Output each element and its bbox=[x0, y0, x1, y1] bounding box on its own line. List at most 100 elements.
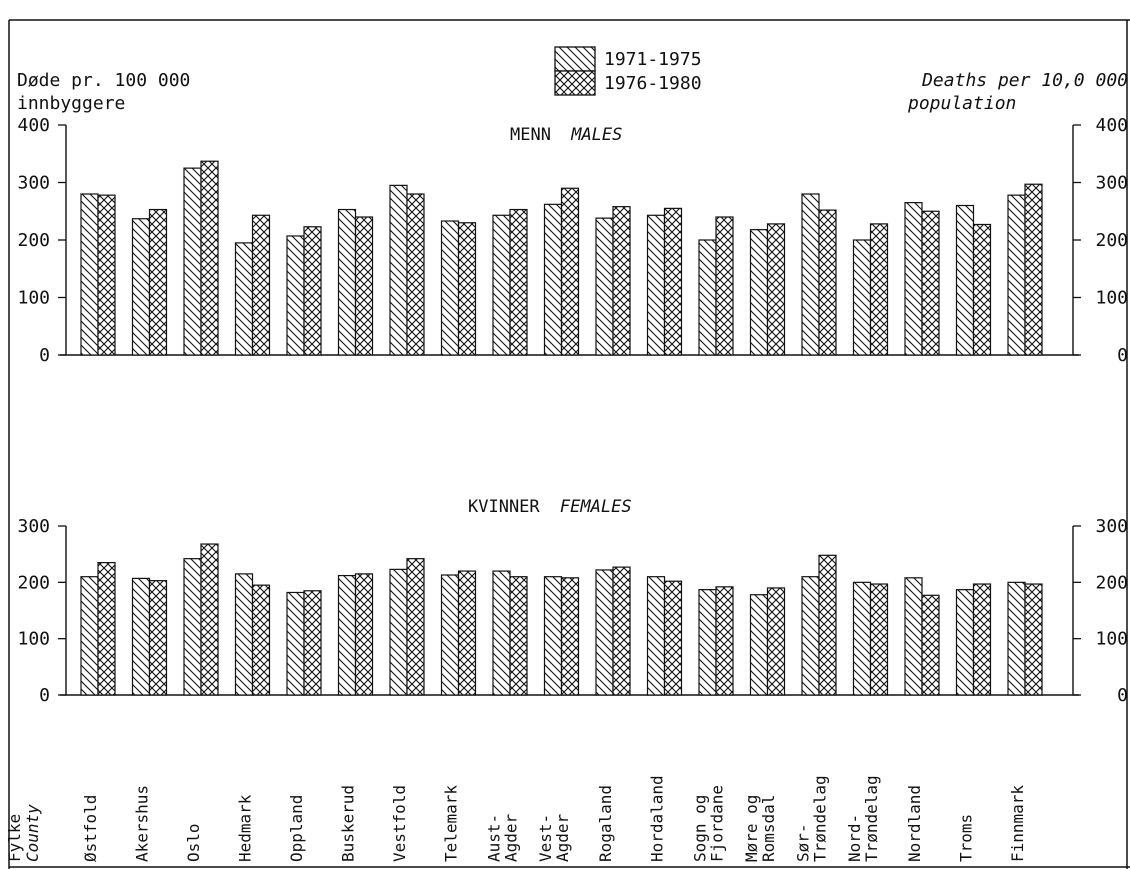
county-label: Trøndelag bbox=[862, 775, 881, 862]
females-bar-1976-1980-Møre og Romsdal bbox=[766, 587, 786, 696]
females-bar-1971-1975-Oppland bbox=[286, 591, 305, 696]
males-bar-1971-1975-Finnmark bbox=[1007, 194, 1026, 356]
males-bar-1971-1975-Oppland bbox=[286, 235, 305, 356]
males-bar-1971-1975-Rogaland bbox=[595, 217, 614, 356]
males-bar-1976-1980-Vestfold bbox=[406, 193, 425, 356]
county-label: Oppland bbox=[287, 795, 306, 862]
males-bar-1976-1980-Oppland bbox=[303, 226, 322, 356]
males-plot: 0 0 100 100 200 200 300 300 400 400 bbox=[17, 115, 1128, 366]
females-ytick-label-right: 300 bbox=[1095, 516, 1128, 537]
females-bar-1976-1980-Hedmark bbox=[251, 584, 271, 696]
females-bar-1971-1975-Oslo bbox=[183, 558, 202, 696]
males-bar-1971-1975-Buskerud bbox=[337, 208, 357, 356]
males-bar-1971-1975-Sogn og Fjordane bbox=[698, 239, 717, 356]
county-label: Finnmark bbox=[1008, 785, 1027, 862]
males-bar-1976-1980-Østfold bbox=[97, 194, 116, 356]
females-bar-1976-1980-Aust-Agder bbox=[509, 576, 528, 696]
legend-swatch-1971-1975 bbox=[554, 46, 596, 72]
males-ytick-label-left: 300 bbox=[17, 173, 50, 194]
ylabel-left-line-1: Døde pr. 100 000 bbox=[17, 70, 190, 91]
females-bar-1971-1975-Østfold bbox=[80, 576, 99, 696]
males-bar-1976-1980-Oslo bbox=[200, 160, 219, 356]
males-bar-1971-1975-Vest-Agder bbox=[543, 203, 563, 356]
males-bar-1976-1980-Rogaland bbox=[612, 206, 631, 356]
females-ytick-label-left: 300 bbox=[17, 516, 50, 537]
females-bar-1971-1975-Sogn og Fjordane bbox=[698, 589, 717, 696]
females-bar-1971-1975-Sør-Trøndelag bbox=[801, 576, 820, 696]
males-ytick-label-right: 100 bbox=[1095, 288, 1128, 309]
females-bar-1976-1980-Hordaland bbox=[663, 580, 683, 696]
county-label: Trøndelag bbox=[811, 775, 830, 862]
females-bar-1976-1980-Østfold bbox=[97, 562, 116, 696]
county-label: Buskerud bbox=[339, 785, 358, 862]
females-bar-1971-1975-Troms bbox=[955, 589, 975, 696]
county-label: Sør- bbox=[794, 823, 813, 862]
county-label: Østfold bbox=[81, 795, 100, 862]
females-bar-1971-1975-Vestfold bbox=[389, 568, 408, 696]
males-title-no: MENN bbox=[510, 125, 551, 145]
x-axis-caption: Fylke County bbox=[5, 804, 42, 862]
females-bar-1976-1980-Telemark bbox=[457, 570, 477, 696]
county-labels: Østfold Akershus Oslo Hedmark Oppland Buskeru… bbox=[81, 775, 1027, 862]
males-bar-1976-1980-Hordaland bbox=[663, 207, 683, 356]
females-bar-1976-1980-Nordland bbox=[921, 594, 940, 696]
females-ytick-label-left: 200 bbox=[17, 572, 50, 593]
county-label: Vestfold bbox=[390, 785, 409, 862]
county-label: Sogn og bbox=[691, 795, 710, 862]
females-bar-1971-1975-Vest-Agder bbox=[543, 576, 563, 696]
males-ytick-label-right: 300 bbox=[1095, 173, 1128, 194]
males-title-en: MALES bbox=[570, 125, 622, 145]
county-label: Telemark bbox=[442, 785, 461, 862]
females-bar-1976-1980-Vest-Agder bbox=[560, 577, 580, 696]
females-bar-1976-1980-Sør-Trøndelag bbox=[818, 554, 837, 696]
females-bar-1976-1980-Troms bbox=[972, 583, 992, 696]
males-bar-1971-1975-Hedmark bbox=[234, 242, 254, 356]
females-bar-1971-1975-Nord-Trøndelag bbox=[852, 581, 872, 696]
females-bar-1976-1980-Akershus bbox=[148, 580, 168, 696]
males-bar-1971-1975-Nord-Trøndelag bbox=[852, 239, 872, 356]
county-label: Aust- bbox=[485, 814, 504, 862]
county-label: Hedmark bbox=[236, 794, 255, 862]
females-ytick-label-left: 0 bbox=[39, 685, 50, 706]
males-bar-1976-1980-Sogn og Fjordane bbox=[715, 216, 734, 356]
males-ytick-label-left: 200 bbox=[17, 230, 50, 251]
males-bar-1976-1980-Nordland bbox=[921, 210, 940, 356]
females-bar-1976-1980-Vestfold bbox=[406, 558, 425, 696]
females-bar-1971-1975-Rogaland bbox=[595, 569, 614, 696]
ylabel-right-line-1: Deaths per 10,0 000 bbox=[921, 70, 1128, 91]
county-label: Agder bbox=[502, 813, 521, 862]
ylabel-left-line-2: innbyggere bbox=[17, 93, 125, 114]
county-label: Nord- bbox=[845, 814, 864, 862]
males-bar-1971-1975-Hordaland bbox=[646, 214, 666, 356]
females-bar-1976-1980-Sogn og Fjordane bbox=[715, 586, 734, 696]
males-bar-1976-1980-Nord-Trøndelag bbox=[869, 223, 889, 356]
males-bar-1976-1980-Sør-Trøndelag bbox=[818, 209, 837, 356]
females-bar-1971-1975-Finnmark bbox=[1007, 581, 1026, 696]
males-bar-1976-1980-Aust-Agder bbox=[509, 208, 528, 356]
females-title: KVINNER FEMALES bbox=[468, 497, 632, 517]
females-ytick-label-right: 0 bbox=[1117, 685, 1128, 706]
county-label: Oslo bbox=[184, 823, 203, 862]
females-ytick-label-right: 200 bbox=[1095, 572, 1128, 593]
males-bar-1971-1975-Akershus bbox=[131, 218, 151, 356]
females-bar-1976-1980-Buskerud bbox=[354, 573, 374, 696]
males-ytick-label-left: 400 bbox=[17, 115, 50, 136]
females-title-no: KVINNER bbox=[468, 497, 540, 517]
legend: 1971-1975 1976-1980 bbox=[554, 46, 702, 96]
males-bar-1971-1975-Aust-Agder bbox=[492, 214, 511, 356]
females-bar-1976-1980-Rogaland bbox=[612, 566, 631, 696]
county-label: Hordaland bbox=[648, 775, 667, 862]
females-bar-1971-1975-Hordaland bbox=[646, 576, 666, 696]
females-plot: 0 0 100 100 200 200 300 300 bbox=[17, 516, 1128, 706]
males-bar-1971-1975-Nordland bbox=[904, 202, 923, 356]
males-bar-1971-1975-Sør-Trøndelag bbox=[801, 193, 820, 356]
females-bar-1971-1975-Nordland bbox=[904, 577, 923, 696]
males-ytick-label-right: 0 bbox=[1117, 345, 1128, 366]
males-bar-1976-1980-Akershus bbox=[148, 208, 168, 356]
males-ytick-label-right: 400 bbox=[1095, 115, 1128, 136]
males-bar-1971-1975-Oslo bbox=[183, 167, 202, 356]
males-bar-1976-1980-Buskerud bbox=[354, 216, 374, 356]
x-caption-county: County bbox=[23, 804, 42, 862]
county-label: Agder bbox=[553, 813, 572, 862]
males-bar-1976-1980-Troms bbox=[972, 223, 992, 356]
